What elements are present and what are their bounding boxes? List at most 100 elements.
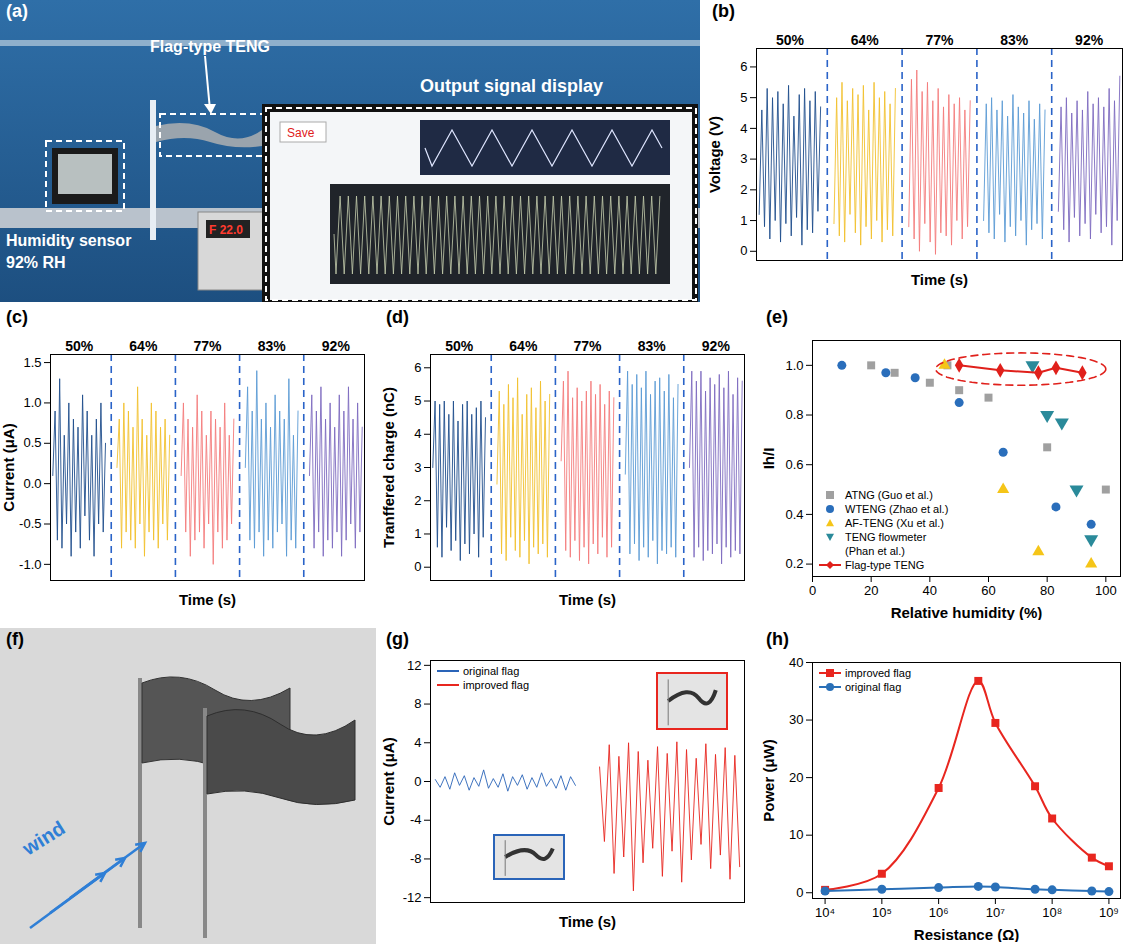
html-text:(d): (d) xyxy=(386,307,409,327)
svg-text:0: 0 xyxy=(809,583,816,598)
svg-text:40: 40 xyxy=(789,655,803,670)
html-text:improved flag: improved flag xyxy=(845,667,911,679)
svg-text:10⁵: 10⁵ xyxy=(872,905,892,920)
svg-text:0: 0 xyxy=(414,559,421,574)
svg-text:Relative humidity (%): Relative humidity (%) xyxy=(891,604,1043,621)
html-text:(g): (g) xyxy=(386,629,409,649)
svg-text:10: 10 xyxy=(789,827,803,842)
svg-text:20: 20 xyxy=(789,770,803,785)
svg-text:64%: 64% xyxy=(851,32,880,48)
svg-text:77%: 77% xyxy=(573,338,602,354)
svg-text:10⁷: 10⁷ xyxy=(986,905,1005,920)
html-text:(f): (f) xyxy=(6,629,24,649)
svg-text:2: 2 xyxy=(414,493,421,508)
svg-text:1: 1 xyxy=(740,213,747,228)
svg-text:92%: 92% xyxy=(322,338,351,354)
html-text:(e): (e) xyxy=(766,307,788,327)
svg-text:1.0: 1.0 xyxy=(23,395,41,410)
svg-text:77%: 77% xyxy=(193,338,222,354)
svg-text:0.5: 0.5 xyxy=(23,435,41,450)
svg-text:10⁶: 10⁶ xyxy=(929,905,949,920)
svg-text:30: 30 xyxy=(789,712,803,727)
svg-text:83%: 83% xyxy=(638,338,667,354)
svg-text:1.0: 1.0 xyxy=(785,358,803,373)
svg-text:6: 6 xyxy=(414,360,421,375)
svg-text:Time (s): Time (s) xyxy=(559,591,616,608)
svg-text:50%: 50% xyxy=(65,338,94,354)
svg-text:-0.5: -0.5 xyxy=(19,516,41,531)
svg-text:6: 6 xyxy=(740,59,747,74)
svg-text:Time (s): Time (s) xyxy=(911,271,968,288)
svg-text:0.4: 0.4 xyxy=(785,507,803,522)
svg-text:-12: -12 xyxy=(403,890,422,905)
html-text:(Phan et al.): (Phan et al.) xyxy=(845,545,905,557)
svg-text:1: 1 xyxy=(414,526,421,541)
svg-text:1.5: 1.5 xyxy=(23,355,41,370)
html-text:(c): (c) xyxy=(6,307,28,327)
svg-text:0.0: 0.0 xyxy=(23,476,41,491)
svg-text:F 22.0: F 22.0 xyxy=(209,223,243,237)
svg-text:100: 100 xyxy=(1095,583,1117,598)
svg-text:4: 4 xyxy=(414,735,421,750)
svg-text:8: 8 xyxy=(414,696,421,711)
svg-text:5: 5 xyxy=(414,393,421,408)
html-text:(b): (b) xyxy=(712,1,735,21)
html-text:WTENG (Zhao et al.): WTENG (Zhao et al.) xyxy=(845,503,949,515)
svg-text:92%: 92% xyxy=(702,338,731,354)
svg-text:0: 0 xyxy=(414,774,421,789)
svg-text:Current (μA): Current (μA) xyxy=(380,737,397,825)
svg-text:10⁴: 10⁴ xyxy=(815,905,835,920)
svg-text:20: 20 xyxy=(864,583,878,598)
svg-text:64%: 64% xyxy=(129,338,158,354)
svg-text:77%: 77% xyxy=(925,32,954,48)
svg-text:0: 0 xyxy=(796,885,803,900)
svg-text:83%: 83% xyxy=(1000,32,1029,48)
svg-text:4: 4 xyxy=(740,121,747,136)
svg-text:10⁹: 10⁹ xyxy=(1099,905,1119,920)
html-text:Flag-type TENG: Flag-type TENG xyxy=(845,559,925,571)
svg-text:Humidity sensor: Humidity sensor xyxy=(6,232,131,249)
svg-text:40: 40 xyxy=(923,583,937,598)
svg-text:0.2: 0.2 xyxy=(785,556,803,571)
svg-text:3: 3 xyxy=(414,460,421,475)
svg-text:0.6: 0.6 xyxy=(785,457,803,472)
svg-text:Power (μW): Power (μW) xyxy=(760,739,777,822)
html-text:TENG flowmeter: TENG flowmeter xyxy=(845,531,927,543)
svg-text:3: 3 xyxy=(740,151,747,166)
svg-text:Time (s): Time (s) xyxy=(179,591,236,608)
html-text:ATNG (Guo et al.): ATNG (Guo et al.) xyxy=(845,489,933,501)
svg-text:92%: 92% xyxy=(1075,32,1104,48)
svg-text:60: 60 xyxy=(981,583,995,598)
svg-text:64%: 64% xyxy=(509,338,538,354)
svg-text:Resistance (Ω): Resistance (Ω) xyxy=(914,926,1019,943)
svg-text:-8: -8 xyxy=(410,851,422,866)
svg-text:50%: 50% xyxy=(445,338,474,354)
svg-text:10⁸: 10⁸ xyxy=(1042,905,1062,920)
svg-text:92% RH: 92% RH xyxy=(6,254,66,271)
svg-text:Tranffered charge (nC): Tranffered charge (nC) xyxy=(380,387,397,548)
svg-text:4: 4 xyxy=(414,426,421,441)
svg-text:-1.0: -1.0 xyxy=(19,557,41,572)
svg-text:50%: 50% xyxy=(776,32,805,48)
svg-text:Voltage (V): Voltage (V) xyxy=(706,116,723,193)
svg-text:80: 80 xyxy=(1040,583,1054,598)
svg-text:Flag-type TENG: Flag-type TENG xyxy=(150,38,270,55)
svg-text:-4: -4 xyxy=(410,812,422,827)
html-text:AF-TENG (Xu et al.): AF-TENG (Xu et al.) xyxy=(845,517,944,529)
svg-text:Output signal display: Output signal display xyxy=(420,76,603,96)
html-text:improved flag: improved flag xyxy=(463,679,529,691)
svg-text:Current (μA): Current (μA) xyxy=(0,423,17,511)
svg-text:12: 12 xyxy=(407,658,421,673)
svg-text:83%: 83% xyxy=(258,338,287,354)
svg-text:Save: Save xyxy=(287,126,315,140)
html-text:(a): (a) xyxy=(6,1,28,21)
svg-text:wind: wind xyxy=(18,817,69,860)
svg-text:0.8: 0.8 xyxy=(785,407,803,422)
html-text:original flag: original flag xyxy=(463,665,520,677)
svg-text:0: 0 xyxy=(740,243,747,258)
svg-text:2: 2 xyxy=(740,182,747,197)
html-text:(h): (h) xyxy=(766,629,789,649)
svg-text:Ih/I: Ih/I xyxy=(760,448,777,470)
svg-text:5: 5 xyxy=(740,90,747,105)
svg-text:Time (s): Time (s) xyxy=(559,913,616,930)
